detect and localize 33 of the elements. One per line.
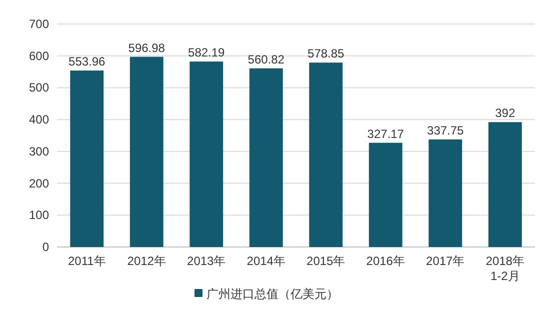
x-tick-label: 2013年 — [187, 254, 226, 268]
data-label: 596.98 — [128, 40, 166, 55]
y-tick-label: 400 — [28, 112, 50, 127]
data-label: 560.82 — [248, 52, 285, 66]
y-tick-label: 300 — [28, 144, 50, 158]
y-tick-label: 500 — [28, 80, 50, 95]
x-tick-label: 2017年 — [426, 254, 465, 268]
y-tick-label: 100 — [28, 208, 50, 222]
data-label: 582.19 — [188, 46, 226, 60]
bar — [190, 62, 224, 247]
legend-label: 广州进口总值（亿美元） — [206, 287, 338, 301]
data-label: 337.75 — [427, 123, 464, 138]
bar — [70, 70, 104, 247]
bar — [309, 62, 343, 247]
bar — [488, 122, 522, 247]
y-tick-label: 700 — [28, 17, 50, 31]
bar — [368, 142, 402, 247]
x-tick-label: 2014年 — [246, 254, 286, 268]
x-tick-label: 2018年 1-2月 — [486, 254, 524, 283]
bar — [428, 139, 462, 247]
y-tick-label: 600 — [28, 48, 50, 63]
x-tick-label: 2015年 — [306, 254, 346, 268]
x-tick-label: 2016年 — [366, 254, 405, 268]
y-tick-label: 0 — [42, 240, 50, 254]
data-label: 392 — [495, 106, 516, 120]
x-tick-label: 2011年 — [68, 254, 106, 268]
bar — [249, 68, 283, 247]
data-label: 578.85 — [308, 46, 345, 61]
x-tick-label: 2012年 — [127, 254, 166, 268]
data-label: 553.96 — [68, 54, 106, 69]
data-label: 327.17 — [367, 126, 404, 141]
bar — [130, 56, 164, 247]
y-tick-label: 200 — [28, 176, 50, 190]
